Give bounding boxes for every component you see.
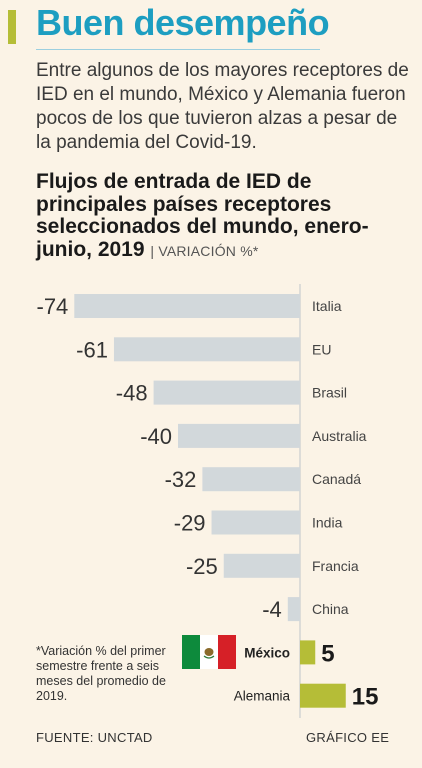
category-label-5: India (312, 515, 343, 531)
chart-title: Flujos de entrada de IED de principales … (36, 170, 416, 262)
category-label-0: Italia (312, 298, 342, 314)
bar-4 (202, 467, 300, 492)
bar-2 (153, 380, 300, 405)
value-label-3: -40 (140, 424, 172, 449)
value-label-2: -48 (116, 381, 148, 406)
value-label-5: -29 (174, 511, 206, 536)
value-label-4: -32 (165, 467, 197, 492)
bar-6 (223, 553, 300, 578)
category-label-9: Alemania (234, 689, 291, 704)
value-label-1: -61 (76, 337, 108, 362)
category-label-7: China (312, 601, 349, 617)
bar-7 (287, 597, 300, 622)
chart-unit: | VARIACIÓN %* (150, 242, 259, 259)
value-label-6: -25 (186, 554, 218, 579)
value-label-0: -74 (37, 294, 69, 319)
credit-label: GRÁFICO EE (306, 730, 390, 745)
bar-chart: -74 Italia -61 EU -48 Brasil -40 Australia -32 Ca… (37, 284, 379, 718)
category-label-8: México (244, 645, 290, 660)
category-label-6: Francia (312, 558, 359, 574)
bar-3 (178, 423, 300, 448)
bar-9 (300, 683, 346, 708)
source-label: FUENTE: UNCTAD (36, 730, 153, 745)
value-label-9: 15 (352, 684, 379, 711)
category-label-2: Brasil (312, 385, 347, 401)
category-label-3: Australia (312, 428, 367, 444)
mexico-flag-icon (182, 635, 236, 669)
bar-0 (74, 294, 300, 318)
category-label-1: EU (312, 341, 331, 357)
headline-rule (36, 49, 320, 50)
value-label-8: 5 (321, 640, 334, 667)
chart-unit-text: VARIACIÓN %* (158, 242, 259, 259)
value-label-7: -4 (262, 597, 282, 622)
bar-1 (113, 337, 300, 362)
category-label-4: Canadá (312, 471, 361, 487)
bar-5 (211, 510, 300, 535)
chart-title-text: Flujos de entrada de IED de principales … (36, 170, 369, 261)
accent-bar (8, 10, 16, 44)
headline: Buen desempeño (36, 2, 330, 43)
footnote: *Variación % del primer semestre frente … (36, 644, 166, 703)
bar-8 (300, 640, 316, 665)
intro-text: Entre algunos de los mayores receptores … (36, 60, 409, 153)
